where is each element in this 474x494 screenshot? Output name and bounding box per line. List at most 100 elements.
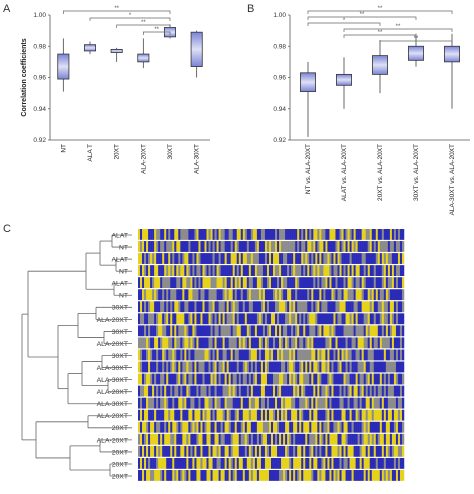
heatmap-cell bbox=[289, 289, 292, 301]
heatmap-cell bbox=[250, 457, 254, 469]
heatmap-cell bbox=[303, 313, 306, 325]
heatmap-cell bbox=[353, 337, 356, 349]
heatmap-cell bbox=[353, 349, 356, 361]
heatmap-cell bbox=[146, 325, 149, 337]
heatmap-cell bbox=[297, 457, 300, 469]
heatmap-cell bbox=[287, 361, 290, 373]
heatmap-cell bbox=[224, 385, 227, 397]
heatmap-cell bbox=[246, 397, 250, 409]
heatmap-cell bbox=[393, 361, 397, 373]
heatmap-cell bbox=[399, 253, 403, 264]
heatmap-cell bbox=[182, 349, 185, 361]
heatmap-cell bbox=[385, 265, 389, 276]
heatmap-cell bbox=[343, 241, 346, 252]
heatmap-cell bbox=[172, 445, 175, 457]
heatmap-cell bbox=[293, 470, 296, 481]
heatmap-cell bbox=[184, 229, 187, 240]
heatmap-cell bbox=[178, 421, 181, 433]
heatmap-cell bbox=[333, 397, 336, 409]
heatmap-cell bbox=[299, 385, 302, 397]
heatmap-cell bbox=[260, 361, 264, 373]
heatmap-cell bbox=[186, 265, 189, 276]
heatmap-cell bbox=[387, 457, 391, 469]
heatmap-cell bbox=[202, 301, 205, 313]
heatmap-cell bbox=[244, 253, 248, 264]
heatmap-cell bbox=[339, 253, 342, 264]
heatmap-cell bbox=[329, 457, 332, 469]
heatmap-cell bbox=[327, 241, 330, 252]
heatmap-cell bbox=[353, 457, 356, 469]
heatmap-cell bbox=[327, 373, 330, 385]
heatmap-cell bbox=[196, 325, 199, 337]
heatmap-cell bbox=[293, 397, 296, 409]
heatmap-cell bbox=[196, 289, 199, 301]
heatmap-cell bbox=[140, 301, 143, 313]
heatmap-cell bbox=[250, 289, 254, 301]
heatmap-cell bbox=[150, 470, 153, 481]
heatmap-cell bbox=[156, 277, 159, 289]
heatmap-cell bbox=[222, 337, 225, 349]
heatmap-cell bbox=[339, 265, 342, 276]
heatmap-cell bbox=[206, 421, 209, 433]
heatmap-cell bbox=[202, 289, 205, 301]
heatmap-cell bbox=[289, 265, 292, 276]
heatmap-cell bbox=[279, 229, 282, 240]
heatmap-cell bbox=[202, 409, 205, 421]
heatmap-cell bbox=[373, 361, 377, 373]
heatmap-cell bbox=[291, 470, 294, 481]
heatmap-cell bbox=[162, 301, 165, 313]
heatmap-cell bbox=[154, 313, 157, 325]
heatmap-cell bbox=[357, 361, 360, 373]
heatmap-cell bbox=[202, 373, 205, 385]
y-axis-label: Correlation coefficients bbox=[21, 38, 28, 116]
heatmap-cell bbox=[222, 253, 225, 264]
heatmap-cell bbox=[333, 301, 336, 313]
heatmap-cell bbox=[238, 301, 242, 313]
heatmap-cell bbox=[166, 325, 169, 337]
heatmap-cell bbox=[277, 253, 280, 264]
heatmap-cell bbox=[206, 229, 209, 240]
heatmap-cell bbox=[301, 361, 304, 373]
heatmap-cell bbox=[176, 433, 179, 445]
heatmap-cell bbox=[367, 361, 370, 373]
heatmap-cell bbox=[230, 470, 233, 481]
heatmap-cell bbox=[230, 445, 233, 457]
heatmap-cell bbox=[194, 397, 197, 409]
heatmap-cell bbox=[399, 373, 403, 385]
heatmap-cell bbox=[285, 313, 288, 325]
heatmap-cell bbox=[226, 373, 229, 385]
heatmap-cell bbox=[389, 325, 393, 337]
heatmap-cell bbox=[172, 397, 175, 409]
heatmap-cell bbox=[355, 229, 358, 240]
heatmap-cell bbox=[226, 470, 229, 481]
heatmap-cell bbox=[142, 445, 145, 457]
heatmap-cell bbox=[375, 289, 379, 301]
heatmap-cell bbox=[156, 229, 159, 240]
heatmap-cell bbox=[214, 301, 217, 313]
heatmap-cell bbox=[212, 289, 215, 301]
heatmap-cell bbox=[371, 349, 375, 361]
heatmap-cell bbox=[361, 445, 364, 457]
heatmap-cell bbox=[343, 421, 346, 433]
heatmap-cell bbox=[160, 457, 163, 469]
heatmap-cell bbox=[170, 289, 173, 301]
heatmap-cell bbox=[375, 229, 379, 240]
heatmap-row-label: ALA-30XT bbox=[97, 365, 128, 372]
heatmap-cell bbox=[226, 409, 229, 421]
heatmap-cell bbox=[154, 361, 157, 373]
heatmap-cell bbox=[391, 385, 395, 397]
heatmap-cell bbox=[335, 361, 338, 373]
heatmap-cell bbox=[289, 433, 292, 445]
heatmap-cell bbox=[148, 409, 151, 421]
heatmap-cell bbox=[168, 373, 171, 385]
heatmap-cell bbox=[385, 457, 389, 469]
heatmap-cell bbox=[172, 301, 175, 313]
heatmap-cell bbox=[250, 229, 254, 240]
heatmap-cell bbox=[242, 301, 246, 313]
heatmap-cell bbox=[287, 445, 290, 457]
heatmap-cell bbox=[246, 241, 250, 252]
heatmap-cell bbox=[303, 421, 306, 433]
heatmap-cell bbox=[353, 301, 356, 313]
box bbox=[336, 73, 352, 86]
heatmap-cell bbox=[222, 349, 225, 361]
